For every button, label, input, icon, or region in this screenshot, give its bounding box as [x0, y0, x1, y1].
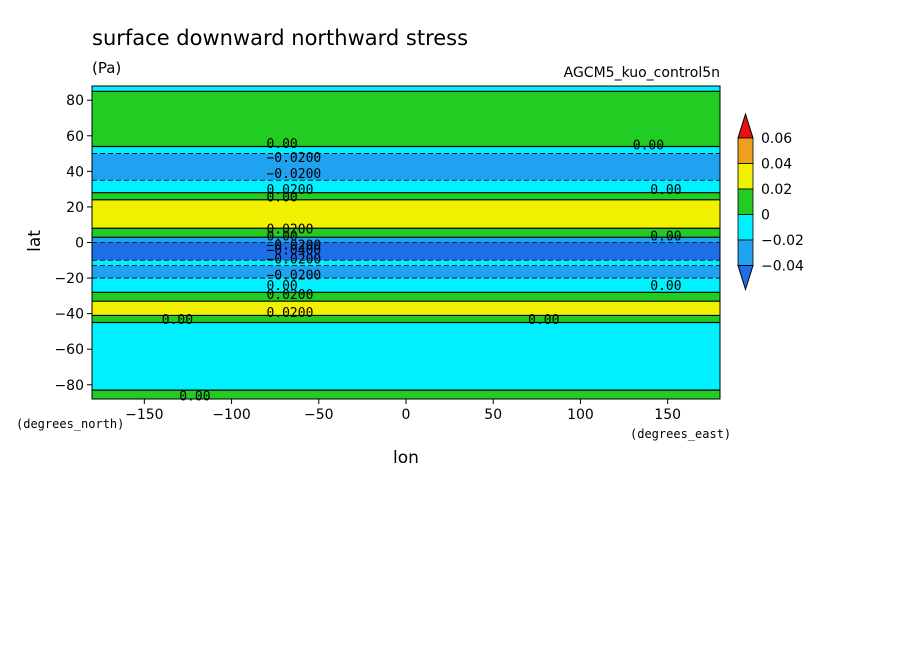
x-axis-label: lon [393, 448, 419, 468]
contour-label-18: 0.00 [650, 229, 681, 244]
colorbar-label-3: 0 [761, 208, 770, 224]
y-tick-label-3: −20 [54, 271, 84, 287]
y-axis-ticks: −80 −60 −40 −20 0 20 40 60 80 [54, 93, 92, 394]
colorbar-label-2: 0.02 [761, 182, 792, 198]
colorbar-segment-1 [737, 163, 754, 190]
x-axis-ticks: −150 −100 −50 0 50 100 150 [125, 399, 681, 423]
band-3 [92, 301, 720, 316]
x-units-label: (degrees_east) [630, 427, 731, 441]
band-17 [92, 86, 720, 92]
colorbar-segment-2 [737, 188, 754, 215]
band-10 [92, 228, 720, 238]
x-tick-label-2: −50 [304, 407, 334, 423]
contour-label-5: 0.0200 [266, 222, 313, 237]
band-4 [92, 292, 720, 302]
colorbar-label-1: 0.04 [761, 157, 792, 173]
contour-label-20: 0.00 [528, 313, 559, 328]
colorbar: 0.06 0.04 0.02 0 −0.02 −0.04 [737, 112, 804, 292]
chart-title: surface downward northward stress [92, 26, 468, 50]
y-tick-label-1: −60 [54, 342, 84, 358]
band-7 [92, 260, 720, 266]
contour-label-11: 0.00 [266, 279, 297, 294]
y-axis-label: lat [25, 230, 45, 252]
band-0 [92, 390, 720, 399]
band-12 [92, 192, 720, 200]
x-tick-label-5: 100 [567, 407, 594, 423]
x-tick-label-4: 50 [484, 407, 502, 423]
contour-labels: 0.00−0.0200−0.02000.02000.000.02000.00−0… [162, 137, 682, 405]
contour-label-8: −0.0400 [266, 244, 321, 259]
plot-area: 0.00−0.0200−0.02000.02000.000.02000.00−0… [54, 85, 721, 423]
x-tick-label-0: −150 [125, 407, 163, 423]
dataset-label: AGCM5_kuo_control5n [564, 65, 720, 81]
contour-label-17: 0.00 [650, 183, 681, 198]
band-1 [92, 322, 720, 391]
contour-label-4: 0.00 [266, 190, 297, 205]
contour-label-14: 0.00 [162, 313, 193, 328]
band-15 [92, 146, 720, 154]
colorbar-label-4: −0.02 [761, 233, 804, 249]
contour-label-1: −0.0200 [266, 151, 321, 166]
x-tick-label-1: −100 [212, 407, 250, 423]
colorbar-top-arrow [737, 112, 754, 139]
x-tick-label-3: 0 [402, 407, 411, 423]
x-tick-label-6: 150 [654, 407, 681, 423]
y-tick-label-5: 20 [66, 200, 84, 216]
y-units-label: (degrees_north) [16, 417, 124, 431]
contour-label-3: 0.0200 [266, 183, 313, 198]
contour-label-6: 0.00 [266, 229, 297, 244]
contour-label-16: 0.00 [633, 139, 664, 154]
contour-label-19: 0.00 [650, 279, 681, 294]
colorbar-label-0: 0.06 [761, 131, 792, 147]
y-tick-label-6: 40 [66, 164, 84, 180]
contour-label-15: 0.00 [179, 389, 210, 404]
colorbar-segment-3 [737, 214, 754, 241]
colorbar-bottom-arrow [737, 265, 754, 292]
band-6 [92, 265, 720, 279]
band-5 [92, 278, 720, 293]
y-tick-label-0: −80 [54, 378, 84, 394]
contour-label-10: −0.0200 [266, 269, 321, 284]
band-11 [92, 199, 720, 229]
contour-label-9: −0.0200 [266, 253, 321, 268]
contour-label-13: 0.0200 [266, 306, 313, 321]
colorbar-label-5: −0.04 [761, 259, 804, 275]
band-13 [92, 180, 720, 193]
band-2 [92, 315, 720, 323]
band-8 [92, 242, 720, 261]
contour-label-0: 0.00 [266, 137, 297, 152]
band-9 [92, 237, 720, 243]
colorbar-segment-4 [737, 239, 754, 266]
color-bands [92, 86, 720, 399]
contour-label-2: −0.0200 [266, 167, 321, 182]
contour-label-12: 0.0200 [266, 288, 313, 303]
band-16 [92, 91, 720, 147]
contour-lines [92, 90, 720, 391]
contour-label-7: −0.0200 [266, 238, 321, 253]
units-label: (Pa) [92, 59, 121, 77]
colorbar-segment-0 [737, 137, 754, 164]
band-14 [92, 153, 720, 181]
y-tick-label-8: 80 [66, 93, 84, 109]
y-tick-label-7: 60 [66, 129, 84, 145]
y-tick-label-4: 0 [75, 236, 84, 252]
y-tick-label-2: −40 [54, 307, 84, 323]
